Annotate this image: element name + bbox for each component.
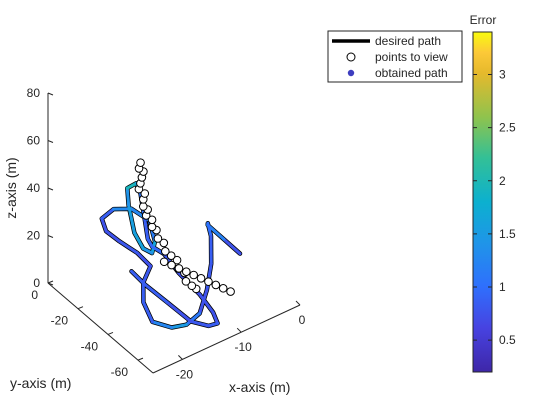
obtained-path-segment (211, 310, 220, 325)
obtained-path-segment (141, 300, 154, 324)
view-point-marker (166, 251, 176, 261)
obtained-path-segment (150, 320, 174, 330)
view-point-marker (147, 222, 157, 232)
view-point-marker (138, 202, 148, 211)
z-tick-label: 20 (27, 229, 41, 243)
z-tick-mark (47, 92, 54, 96)
view-point-marker (161, 247, 170, 256)
legend-points-to-view-swatch (346, 52, 356, 62)
colorbar-tick-label: 2 (499, 174, 506, 188)
colorbar-tick-label: 1 (499, 280, 506, 294)
y-tick-mark (137, 357, 144, 361)
z-tick-mark (47, 140, 54, 143)
legend-obtained-path-label: obtained path (375, 66, 448, 80)
y-tick-label: -20 (51, 314, 69, 328)
z-tick-label: 40 (27, 181, 41, 195)
legend: desired path points to view obtained pat… (327, 30, 463, 83)
view-point-marker (181, 277, 191, 286)
view-point-marker (147, 215, 157, 225)
legend-points-to-view-label: points to view (375, 50, 448, 64)
obtained-path-segment (206, 221, 213, 238)
view-point-marker (159, 238, 169, 248)
obtained-path-segment (189, 319, 211, 328)
y-tick-label: -40 (81, 339, 99, 353)
obtained-path-segment (135, 251, 153, 268)
view-point-marker (167, 260, 176, 270)
y-tick-mark (47, 280, 54, 284)
view-point-marker (174, 264, 184, 273)
view-point-marker (172, 255, 182, 265)
view-point-marker (218, 283, 228, 293)
z-tick-label: 60 (27, 134, 41, 148)
view-point-marker (187, 281, 197, 291)
view-point-marker (136, 158, 145, 167)
x-tick-mark (236, 327, 242, 333)
z-axis-label: z-axis (m) (3, 157, 19, 218)
x-tick-label: 0 (299, 313, 306, 327)
obtained-path-segment (222, 237, 242, 256)
obtained-path-segment (117, 239, 139, 255)
legend-desired-path-label: desired path (375, 34, 441, 48)
plot-axes (47, 93, 301, 374)
obtained-path-segment (165, 300, 193, 323)
z-tick-label: 80 (27, 86, 41, 100)
x-tick-label: -20 (176, 367, 194, 381)
obtained-path-segment (207, 321, 220, 328)
obtained-path-segment (198, 292, 215, 314)
x-axis-label: x-axis (m) (229, 379, 290, 395)
obtained-path-segment (100, 217, 108, 233)
view-point-marker (140, 189, 150, 198)
obtained-path-segment (146, 237, 154, 249)
obtained-path-segment (141, 246, 154, 255)
x-tick-label: -10 (235, 340, 253, 354)
z-tick-label: 0 (33, 276, 40, 290)
obtained-path-segment (125, 186, 131, 207)
colorbar-tick-label: 3 (499, 68, 506, 82)
obtained-path-segment (143, 218, 150, 241)
y-tick-label: -60 (111, 365, 129, 379)
view-point-marker (196, 274, 206, 283)
colorbar-gradient (472, 31, 493, 373)
view-point-marker (189, 270, 198, 280)
y-axis-line (47, 282, 154, 374)
view-point-marker (182, 267, 191, 276)
obtained-path-segment (130, 269, 147, 287)
y-tick-mark (107, 331, 114, 335)
y-tick-label: 0 (31, 288, 38, 302)
obtained-path-segment (170, 323, 188, 330)
obtained-path-segment (143, 283, 169, 304)
obtained-path-segment (205, 262, 213, 292)
obtained-path-segment (127, 203, 136, 235)
obtained-path-segment (125, 181, 138, 190)
z-tick-mark (47, 282, 54, 286)
legend-obtained-path-swatch (347, 69, 355, 77)
axis-ticks: 0 20 40 60 80 0 -20 -40 -60 0 -10 -20 (27, 86, 306, 381)
series-layer (99, 158, 243, 330)
colorbar: Error 0.5 1 1.5 2 2.5 3 (470, 13, 516, 373)
view-point-marker (211, 280, 221, 290)
x-tick-mark (295, 300, 301, 306)
x-axis-line (152, 304, 301, 374)
colorbar-tick-label: 2.5 (499, 121, 516, 135)
z-tick-mark (47, 235, 54, 238)
y-tick-mark (77, 306, 84, 310)
x-tick-mark (178, 355, 183, 360)
z-tick-mark (47, 187, 54, 191)
obtained-path-segment (132, 231, 145, 250)
obtained-path-segment (141, 264, 153, 284)
view-point-marker (159, 257, 169, 267)
colorbar-ticks: 0.5 1 1.5 2 2.5 3 (473, 68, 516, 347)
view-point-marker (204, 277, 213, 286)
colorbar-tick-label: 1.5 (499, 227, 516, 241)
colorbar-label: Error (470, 13, 497, 27)
obtained-path-segment (104, 229, 121, 243)
colorbar-tick-label: 0.5 (499, 333, 516, 347)
y-axis-label: y-axis (m) (10, 375, 71, 391)
view-point-marker (226, 287, 235, 296)
obtained-path-segment (100, 207, 116, 221)
view-point-marker (153, 234, 163, 243)
obtained-path-segment (184, 311, 202, 327)
obtained-path-segment (206, 223, 226, 241)
